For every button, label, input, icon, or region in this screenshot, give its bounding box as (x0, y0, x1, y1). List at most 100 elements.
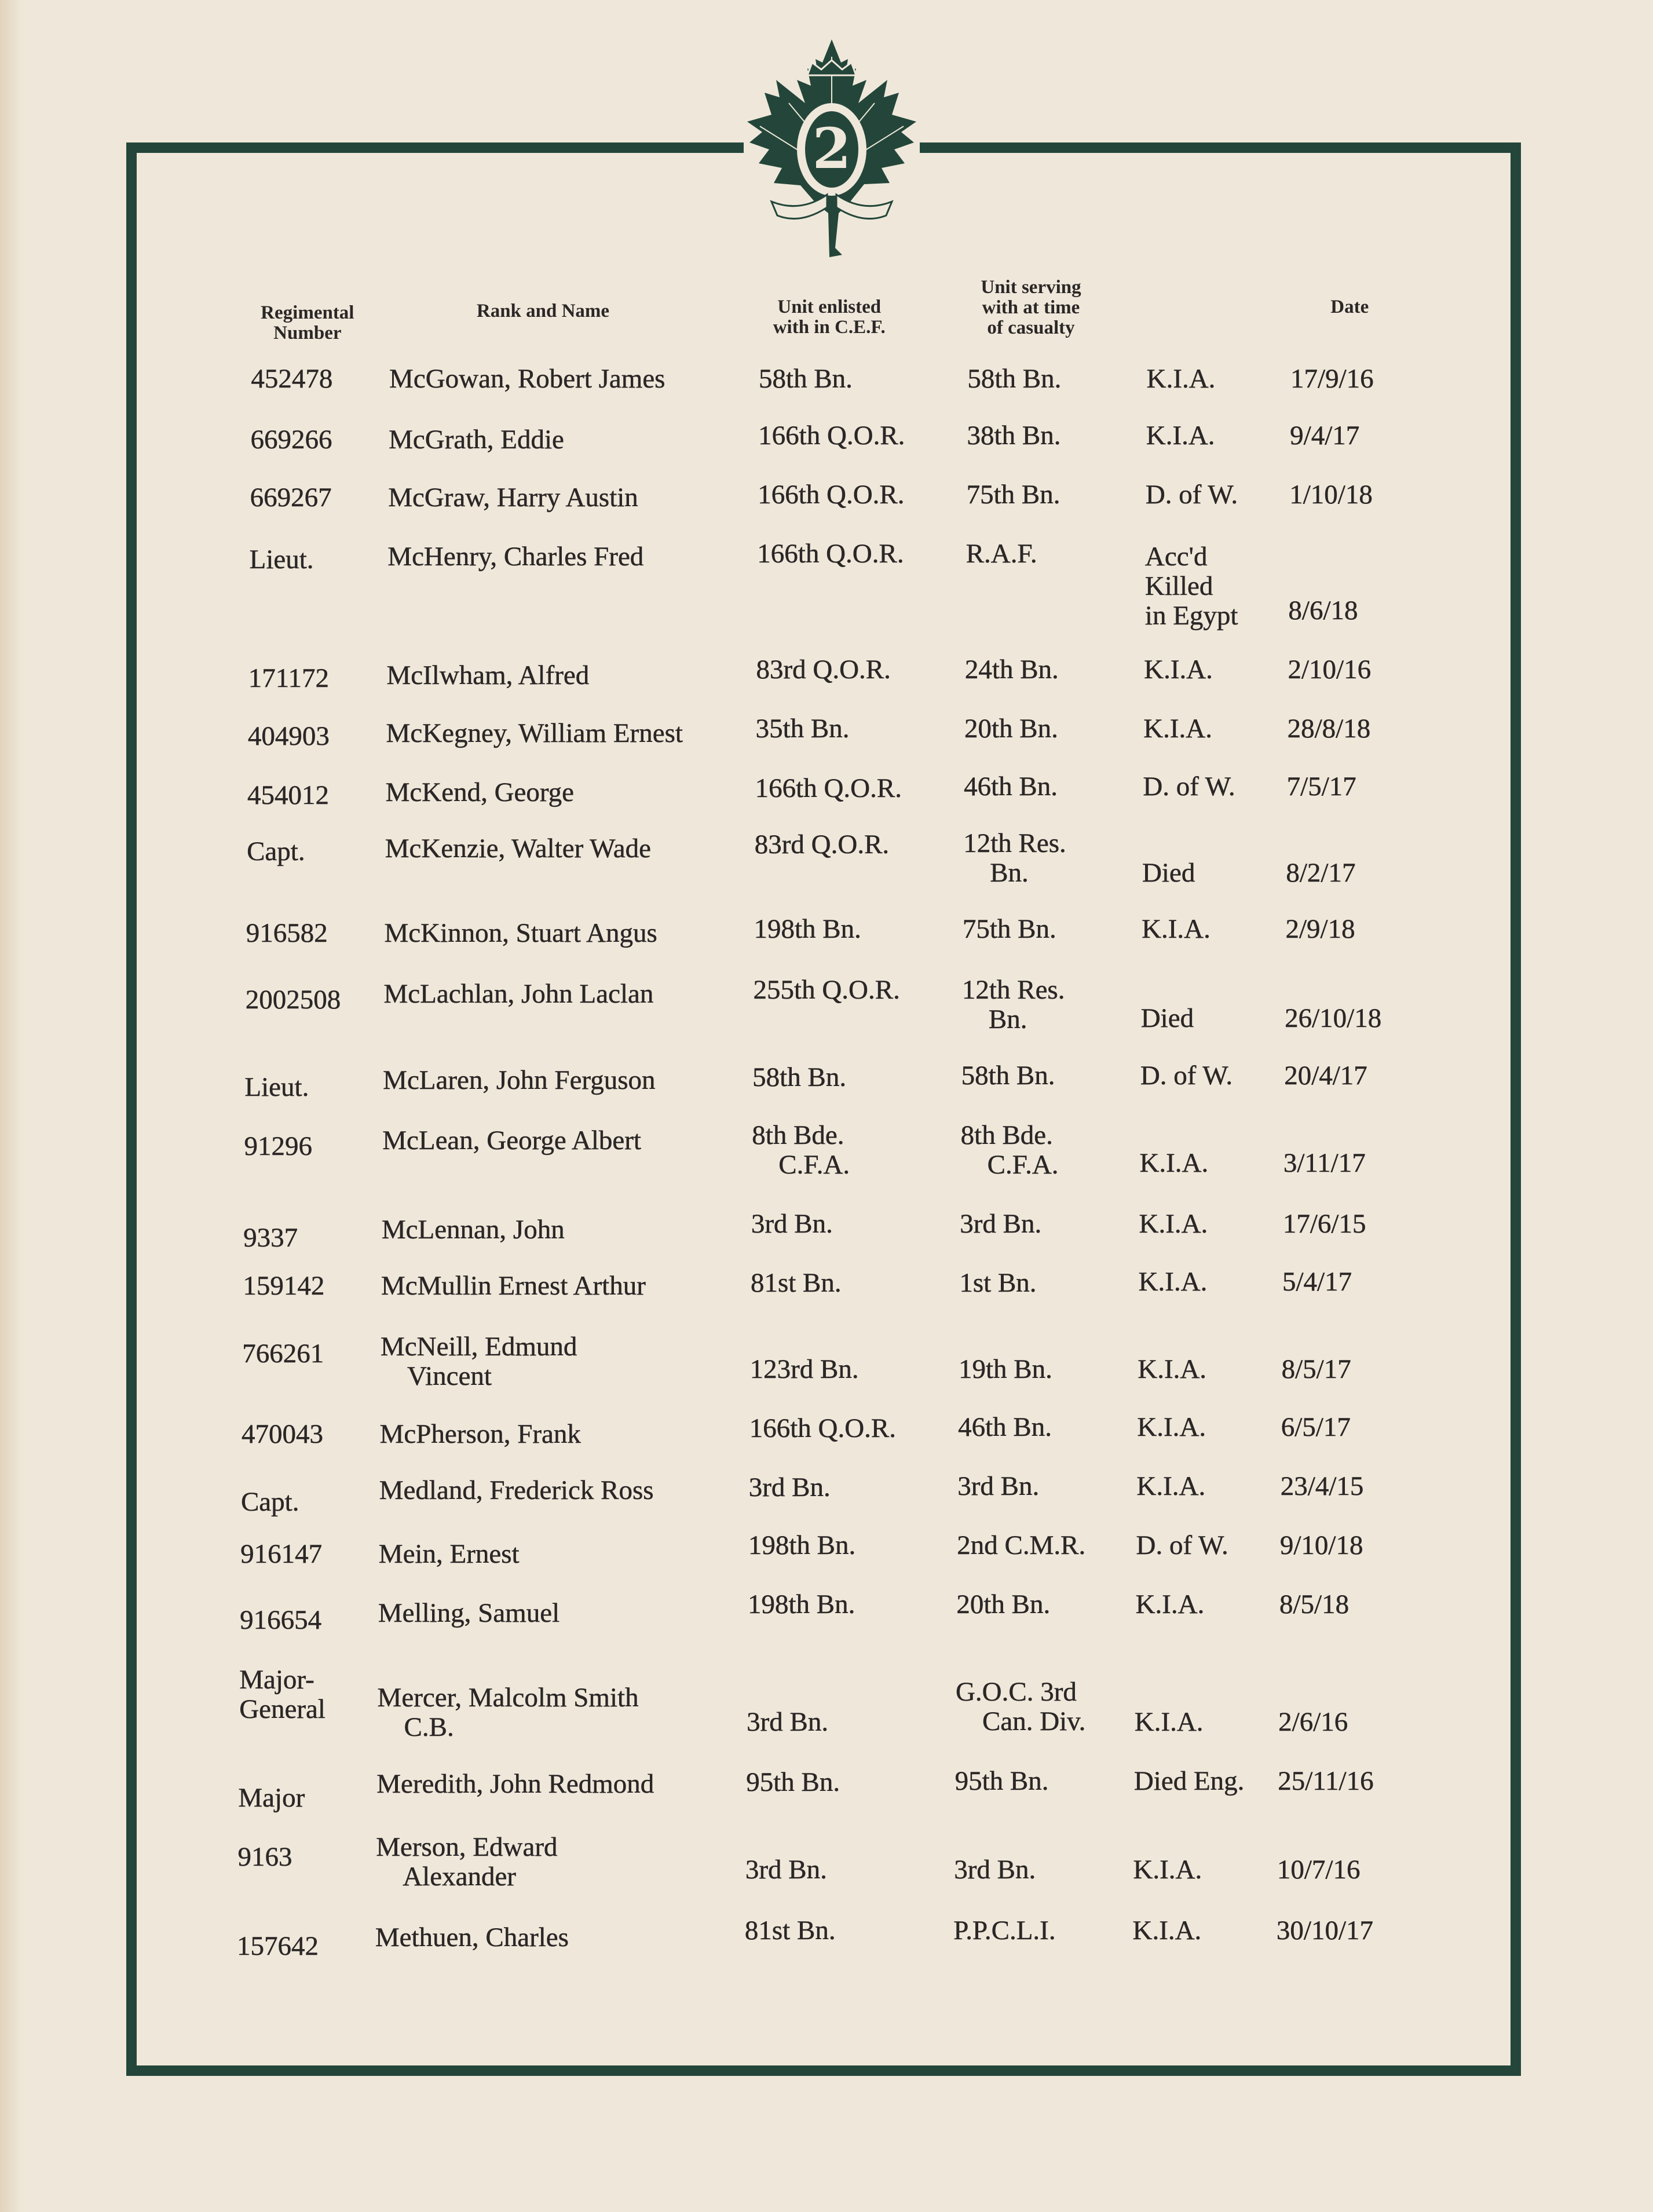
cell-name: McKegney, William Ernest (386, 718, 683, 748)
cell-line: 8/2/17 (1286, 857, 1356, 888)
cell-name: Medland, Frederick Ross (379, 1475, 654, 1505)
cell-line: 20th Bn. (956, 1589, 1051, 1620)
cell-line: McIlwham, Alfred (386, 660, 590, 690)
cell-line: 23/4/15 (1280, 1471, 1364, 1501)
cell-reg: 9163 (237, 1842, 292, 1873)
cell-line: 8th Bde. (752, 1120, 844, 1150)
cell-line: 9/4/17 (1290, 420, 1360, 451)
cell-line: Acc'd (1144, 542, 1208, 572)
header-unit-serving: Unit serving with at time of casualty (981, 277, 1081, 338)
cell-line: K.I.A. (1134, 1706, 1204, 1737)
cell-date: 8/6/18 (1288, 595, 1358, 626)
cell-line: 3rd Bn. (957, 1471, 1040, 1501)
cell-serving: 58th Bn. (967, 364, 1061, 394)
cell-line: 28/8/18 (1287, 714, 1371, 744)
cell-line: 75th Bn. (966, 480, 1060, 510)
cell-name: McKend, George (385, 777, 574, 807)
cell-date: 1/10/18 (1289, 480, 1373, 510)
cell-line: K.I.A. (1132, 1915, 1202, 1946)
cell-line: C.F.A. (987, 1149, 1059, 1180)
cell-line: 669266 (250, 425, 332, 455)
cell-line: McLennan, John (381, 1214, 565, 1245)
cell-line: K.I.A. (1133, 1855, 1202, 1885)
cell-line: McPherson, Frank (379, 1418, 581, 1449)
cell-line: 7/5/17 (1286, 772, 1356, 802)
cell-serving: G.O.C. 3rd Can. Div. (955, 1677, 1086, 1737)
header-line: Rank and Name (476, 301, 610, 322)
cell-line: 19th Bn. (959, 1354, 1052, 1384)
cell-line: 2/6/16 (1278, 1706, 1348, 1737)
cell-serving: 58th Bn. (961, 1061, 1055, 1091)
cell-reg: Capt. (247, 836, 305, 866)
cell-line: D. of W. (1143, 772, 1235, 802)
cell-date: 23/4/15 (1280, 1471, 1364, 1501)
cell-casualty: D. of W. (1143, 772, 1235, 802)
cell-line: Major- (239, 1664, 314, 1695)
cell-line: R.A.F. (966, 539, 1037, 569)
cell-line: 24th Bn. (964, 655, 1059, 685)
cell-name: McKinnon, Stuart Angus (384, 919, 657, 949)
cell-line: Killed (1144, 571, 1213, 602)
cell-line: 166th Q.O.R. (758, 480, 905, 510)
cell-line: 198th Bn. (747, 1589, 855, 1620)
cell-line: K.I.A. (1136, 1471, 1206, 1501)
cell-reg: Major- General (239, 1665, 326, 1724)
cell-casualty: Acc'd Killed in Egypt (1145, 542, 1238, 631)
cell-date: 2/10/16 (1288, 655, 1371, 685)
cell-serving: 20th Bn. (964, 714, 1058, 744)
cell-line: 8/5/17 (1281, 1354, 1351, 1384)
cell-line: 12th Res. (961, 974, 1065, 1005)
cell-serving: 24th Bn. (965, 655, 1059, 685)
cell-enlisted: 3rd Bn. (745, 1855, 828, 1885)
cell-name: Meredith, John Redmond (376, 1769, 654, 1799)
cell-date: 8/5/17 (1281, 1354, 1351, 1384)
cell-enlisted: 123rd Bn. (749, 1354, 859, 1384)
cell-serving: 12th Res. Bn. (962, 975, 1065, 1034)
cell-line: Methuen, Charles (375, 1922, 569, 1953)
cell-casualty: Died Eng. (1134, 1766, 1245, 1796)
cell-line: 3rd Bn. (751, 1209, 833, 1239)
cell-enlisted: 166th Q.O.R. (758, 480, 905, 510)
cell-date: 6/5/17 (1281, 1412, 1351, 1442)
cell-serving: 3rd Bn. (954, 1855, 1036, 1885)
cell-name: McLean, George Albert (382, 1126, 641, 1156)
cell-enlisted: 198th Bn. (747, 1589, 855, 1620)
cell-line: D. of W. (1136, 1530, 1228, 1561)
cell-name: McLachlan, John Laclan (383, 979, 653, 1009)
cell-serving: 75th Bn. (963, 914, 1056, 944)
cell-reg: Lieut. (249, 544, 313, 575)
cell-line: 81st Bn. (744, 1915, 836, 1946)
cell-date: 9/10/18 (1280, 1530, 1363, 1560)
cell-name: McLaren, John Ferguson (383, 1065, 656, 1095)
cell-enlisted: 166th Q.O.R. (755, 773, 902, 803)
cell-line: 3rd Bn. (745, 1855, 828, 1885)
cell-date: 5/4/17 (1282, 1267, 1352, 1297)
cell-line: 916582 (246, 918, 328, 949)
cell-line: 1/10/18 (1289, 480, 1373, 510)
page-border-frame (126, 142, 1521, 2076)
cell-line: 255th Q.O.R. (753, 974, 900, 1005)
cell-line: 2/9/18 (1285, 914, 1355, 945)
cell-serving: 46th Bn. (964, 772, 1058, 802)
cell-reg: Major (238, 1783, 305, 1813)
cell-line: 8th Bde. (960, 1120, 1053, 1150)
cell-line: K.I.A. (1143, 714, 1212, 744)
cell-date: 9/4/17 (1290, 420, 1360, 451)
cell-line: K.I.A. (1139, 1148, 1209, 1179)
cell-line: McKegney, William Ernest (386, 718, 683, 748)
cell-line: K.I.A. (1138, 1354, 1207, 1384)
cell-line: 17/9/16 (1290, 364, 1374, 394)
cell-enlisted: 81st Bn. (744, 1915, 836, 1946)
cell-line: 38th Bn. (967, 420, 1061, 451)
cell-line: K.I.A. (1137, 1412, 1206, 1442)
cell-line: G.O.C. 3rd (955, 1677, 1077, 1708)
cell-line: 123rd Bn. (749, 1354, 859, 1384)
cell-line: Died (1142, 857, 1195, 888)
header-line: Unit enlisted (777, 296, 882, 317)
cell-line: Capt. (240, 1486, 299, 1517)
cell-line: 58th Bn. (967, 364, 1062, 394)
cell-date: 30/10/17 (1277, 1915, 1374, 1946)
cell-line: McLachlan, John Laclan (383, 979, 654, 1010)
cell-line: 9163 (237, 1842, 292, 1873)
cell-casualty: K.I.A. (1146, 364, 1215, 394)
